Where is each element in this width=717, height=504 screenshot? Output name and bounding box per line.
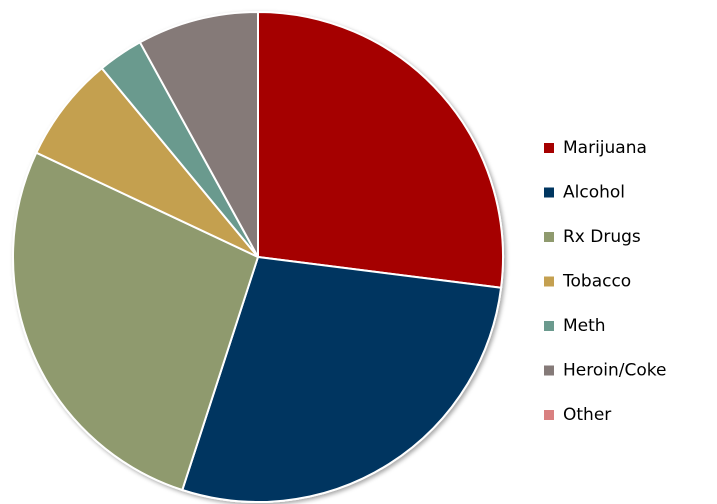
legend-label: Rx Drugs xyxy=(563,227,641,247)
legend-swatch xyxy=(544,232,554,242)
legend: Marijuana Alcohol Rx Drugs Tobacco Meth Heroi… xyxy=(544,138,666,425)
legend-swatch xyxy=(544,143,554,153)
legend-swatch xyxy=(544,410,554,420)
legend-label: Marijuana xyxy=(563,138,647,158)
legend-label: Tobacco xyxy=(562,272,631,292)
pie-slice xyxy=(12,151,260,492)
pie-slice xyxy=(181,255,503,503)
legend-label: Other xyxy=(563,405,611,425)
legend-swatch xyxy=(544,365,554,376)
pie-slice xyxy=(257,10,504,289)
pie-slice xyxy=(138,10,259,258)
legend-swatch xyxy=(544,321,554,331)
legend-swatch xyxy=(544,187,554,198)
legend-label: Heroin/Coke xyxy=(563,361,666,381)
pie-slice xyxy=(34,66,259,258)
legend-label: Meth xyxy=(563,316,606,336)
legend-swatch xyxy=(544,276,554,287)
legend-label: Alcohol xyxy=(563,183,625,203)
pie xyxy=(12,10,504,503)
